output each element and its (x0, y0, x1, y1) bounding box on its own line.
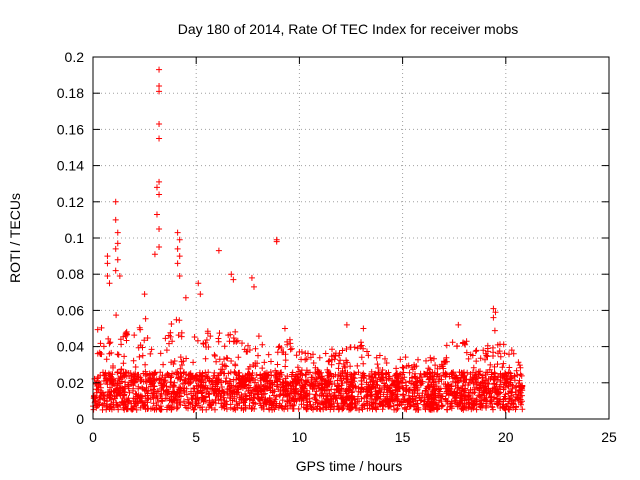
y-tick-label: 0.1 (65, 230, 85, 246)
y-tick-label: 0.2 (65, 49, 85, 65)
y-tick-label: 0.14 (57, 158, 84, 174)
y-tick-label: 0.02 (57, 375, 84, 391)
data-points (90, 66, 526, 413)
y-tick-label: 0.16 (57, 121, 84, 137)
x-tick-label: 5 (192, 429, 200, 445)
data-point (141, 291, 148, 298)
x-tick-label: 20 (498, 429, 514, 445)
data-point (250, 283, 257, 290)
data-point (195, 280, 202, 287)
data-point (281, 325, 288, 332)
data-point (343, 321, 350, 328)
data-point (112, 245, 119, 252)
data-point (156, 135, 163, 142)
y-tick-label: 0.06 (57, 302, 84, 318)
data-point (492, 309, 499, 316)
dense-point-cloud (90, 312, 526, 413)
data-point (114, 256, 121, 263)
data-point (156, 178, 163, 185)
data-point (273, 238, 280, 245)
plot-frame (92, 56, 610, 420)
data-point (156, 244, 163, 251)
data-point (176, 273, 183, 280)
y-tick-label: 0.12 (57, 194, 84, 210)
y-tick-label: 0.04 (57, 339, 84, 355)
data-point (182, 294, 189, 301)
data-point (490, 314, 497, 321)
y-tick-label: 0.18 (57, 85, 84, 101)
data-point (151, 251, 158, 258)
data-point (228, 271, 235, 278)
data-point (156, 82, 163, 89)
x-tick-label: 25 (601, 429, 617, 445)
data-point (176, 236, 183, 243)
data-point (156, 225, 163, 232)
data-point (153, 211, 160, 218)
data-point (153, 184, 160, 191)
data-point (156, 191, 163, 198)
x-tick-label: 10 (292, 429, 308, 445)
x-axis-label: GPS time / hours (296, 458, 403, 474)
data-point (114, 240, 121, 247)
data-point (455, 321, 462, 328)
data-point (156, 120, 163, 127)
data-point (104, 273, 111, 280)
data-point (104, 253, 111, 260)
data-point (112, 267, 119, 274)
x-tick-label: 15 (395, 429, 411, 445)
grid-lines (93, 57, 609, 419)
chart-title: Day 180 of 2014, Rate Of TEC Index for r… (178, 21, 519, 37)
data-point (197, 291, 204, 298)
x-tick-label: 0 (89, 429, 97, 445)
data-point (116, 273, 123, 280)
axis-ticks: 0 0.02 0.04 0.06 0.08 0.1 0.12 0.14 0.16 0.18 0.2 0… (57, 49, 617, 445)
data-point (174, 245, 181, 252)
data-point (112, 198, 119, 205)
data-point (176, 253, 183, 260)
y-tick-label: 0.08 (57, 266, 84, 282)
data-point (174, 229, 181, 236)
data-point (106, 280, 113, 287)
data-point (248, 274, 255, 281)
data-point (174, 260, 181, 267)
data-point (156, 66, 163, 73)
data-point (230, 276, 237, 283)
data-point (156, 88, 163, 95)
data-point (215, 247, 222, 254)
data-point (114, 229, 121, 236)
y-tick-label: 0 (76, 411, 84, 427)
y-axis-label: ROTI / TECUs (7, 193, 23, 283)
data-point (490, 305, 497, 312)
data-point (112, 216, 119, 223)
data-point (360, 325, 367, 332)
data-point (104, 260, 111, 267)
